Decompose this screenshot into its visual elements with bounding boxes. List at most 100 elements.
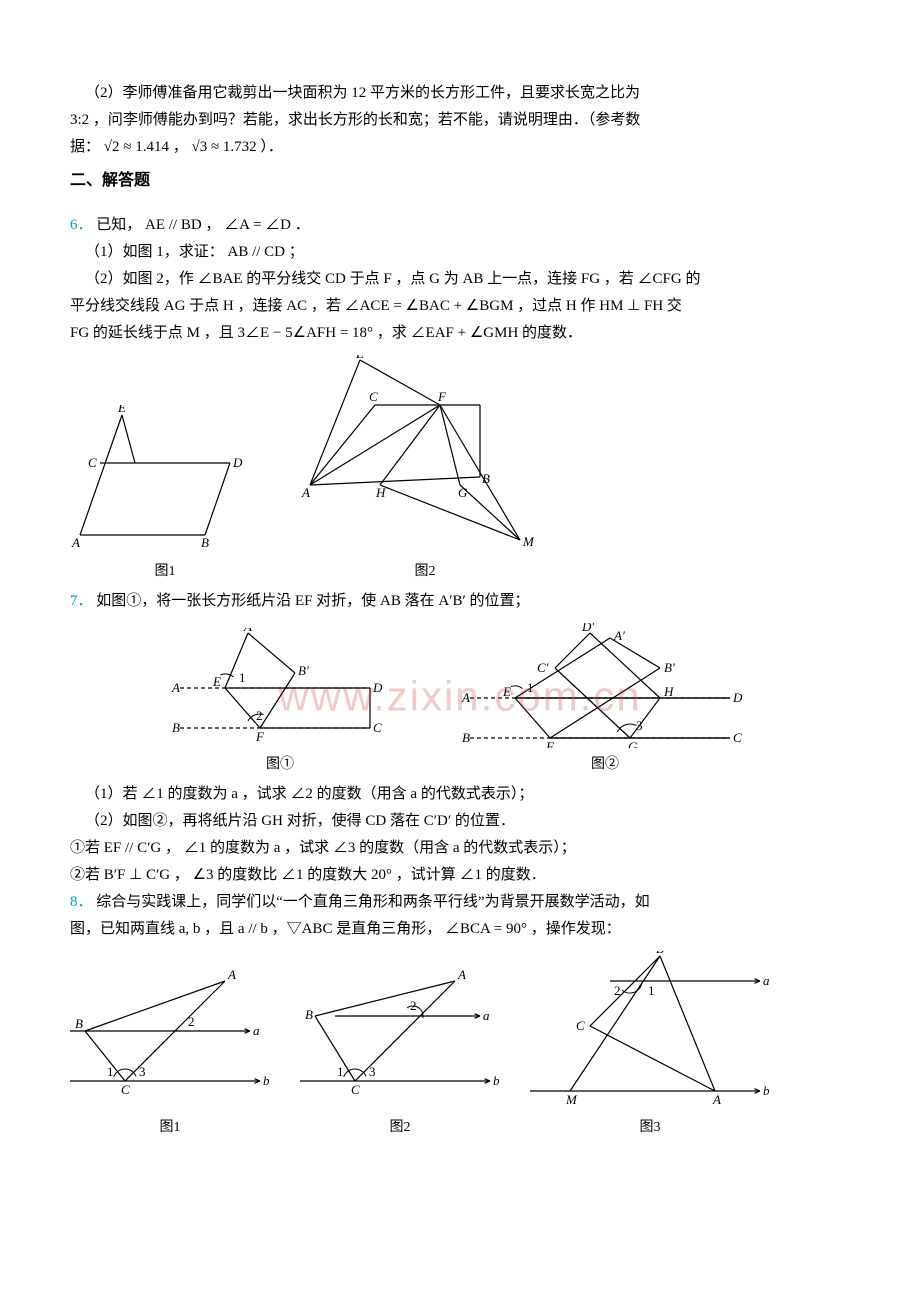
svg-text:B: B (172, 720, 180, 735)
q6-p2: （2）如图 2，作 ∠BAE 的平分线交 CD 于点 F ，点 G 为 AB 上… (70, 266, 850, 293)
q7-fig2-svg: ADBCEFHGA′B′D′C′13 (460, 623, 750, 748)
q6-fig1-svg: A B C D E (70, 405, 260, 555)
q8-head: 综合与实践课上，同学们以“一个直角三角形和两条平行线”为背景开展数学活动，如 (96, 894, 649, 910)
q7-line1: 7． 如图①，将一张长方形纸片沿 EF 对折，使 AB 落在 A′B′ 的位置； (70, 588, 850, 615)
svg-text:2: 2 (188, 1014, 195, 1029)
svg-text:2: 2 (614, 983, 621, 998)
svg-text:A: A (461, 690, 470, 705)
svg-text:1: 1 (648, 983, 655, 998)
section-2-title: 二、解答题 (70, 167, 850, 196)
q7-fig1-label: 图① (266, 752, 294, 777)
svg-text:H: H (375, 485, 386, 500)
q8-fig3-col: B C A Ma b 2 1 图3 (530, 951, 770, 1140)
svg-text:E: E (212, 674, 221, 689)
svg-text:M: M (522, 534, 535, 549)
svg-text:B′: B′ (298, 663, 309, 678)
q7-fig1-col: A D B C E F A′ B′ 1 2 图① (170, 628, 390, 777)
q7-p1: （1）若 ∠1 的度数为 a ，试求 ∠2 的度数（用含 a 的代数式表示）； (70, 781, 850, 808)
svg-text:B: B (305, 1007, 313, 1022)
intro-p1: （2）李师傅准备用它裁剪出一块面积为 12 平方米的长方形工件，且要求长宽之比为 (70, 80, 850, 107)
q7-figure-row: www.zixin.com.cn ADBCEFA′B′12 图① ADBCEFH… (70, 623, 850, 777)
svg-text:3: 3 (139, 1064, 146, 1079)
q6-p1: （1）如图 1，求证： AB // CD ； (70, 239, 850, 266)
svg-text:1: 1 (337, 1064, 344, 1079)
q6-figure-row: ABCDE 图1 AHGBCFEM 图2 (70, 355, 850, 584)
svg-text:3: 3 (369, 1064, 376, 1079)
intro-p2b: 据： √2 ≈ 1.414 ， √3 ≈ 1.732 ）． (70, 134, 850, 161)
svg-text:G: G (628, 739, 638, 748)
svg-text:G: G (458, 485, 468, 500)
svg-text:C: C (733, 730, 742, 745)
q6-fig1-col: A B C D E 图1 (70, 405, 260, 584)
svg-text:B: B (482, 471, 490, 486)
q8-figure-row: A B Ca b 2 1 3 图1 A B Ca b 2 1 3 图2 B C A Ma b 2 1 图3 (70, 951, 850, 1140)
svg-text:C′: C′ (537, 660, 549, 675)
svg-text:C: C (369, 389, 378, 404)
svg-text:b: b (763, 1083, 770, 1098)
svg-text:D: D (232, 455, 243, 470)
svg-text:C: C (576, 1018, 585, 1033)
svg-text:E: E (117, 405, 126, 415)
q7-number: 7． (70, 593, 93, 609)
q6-number: 6． (70, 217, 93, 233)
svg-text:B: B (75, 1016, 83, 1031)
svg-text:D′: D′ (581, 623, 594, 634)
svg-text:A: A (171, 680, 180, 695)
q7-head: 如图①，将一张长方形纸片沿 EF 对折，使 AB 落在 A′B′ 的位置； (96, 593, 529, 609)
svg-text:E: E (355, 355, 364, 361)
svg-text:C: C (121, 1082, 130, 1097)
svg-text:B: B (462, 730, 470, 745)
q8-fig1-svg: ABCab213 (70, 961, 270, 1111)
q6-fig2-label: 图2 (415, 559, 436, 584)
svg-text:1: 1 (527, 680, 534, 695)
q8-fig2-col: ABCab213 图2 (300, 961, 500, 1140)
q6-head: 已知， AE // BD ， ∠A = ∠D ． (96, 217, 309, 233)
svg-text:3: 3 (636, 718, 643, 733)
svg-text:b: b (263, 1073, 270, 1088)
q8-fig2-svg: ABCab213 (300, 961, 500, 1111)
svg-text:B: B (656, 951, 664, 956)
svg-text:2: 2 (256, 708, 263, 723)
q6-fig2-col: AHGBCFEM 图2 (300, 355, 550, 584)
q8-fig3-label: 图3 (640, 1115, 661, 1140)
svg-text:C: C (373, 720, 382, 735)
q8-fig1-col: ABCab213 图1 (70, 961, 270, 1140)
svg-text:A: A (227, 967, 236, 982)
svg-text:A′: A′ (613, 628, 625, 643)
svg-text:a: a (763, 973, 770, 988)
q8-number: 8． (70, 894, 93, 910)
svg-text:A: A (71, 535, 80, 550)
svg-text:A: A (712, 1092, 721, 1107)
svg-text:b: b (493, 1073, 500, 1088)
svg-text:M: M (565, 1092, 578, 1107)
q8-line1: 8． 综合与实践课上，同学们以“一个直角三角形和两条平行线”为背景开展数学活动，… (70, 889, 850, 916)
q7-p3: ①若 EF // C′G ， ∠1 的度数为 a ，试求 ∠3 的度数（用含 a… (70, 835, 850, 862)
q7-fig2-label: 图② (591, 752, 619, 777)
q8-fig1-label: 图1 (160, 1115, 181, 1140)
q6-fig2-svg: AHGBCFEM (300, 355, 550, 555)
q8-p2: 图，已知两直线 a, b ，且 a // b ，▽ABC 是直角三角形， ∠BC… (70, 916, 850, 943)
q8-fig3-svg: B C A Ma b 2 1 (530, 951, 770, 1111)
q7-p4: ②若 B′F ⊥ C′G ， ∠3 的度数比 ∠1 的度数大 20° ，试计算 … (70, 862, 850, 889)
q6-fig1-label: 图1 (155, 559, 176, 584)
q7-fig1-svg: A D B C E F A′ B′ 1 2 (170, 628, 390, 748)
q6-p3: 平分线交线段 AG 于点 H ，连接 AC ，若 ∠ACE = ∠BAC + ∠… (70, 293, 850, 320)
svg-text:B′: B′ (664, 660, 675, 675)
svg-text:E: E (502, 684, 511, 699)
q7-fig2-col: ADBCEFHGA′B′D′C′13 图② (460, 623, 750, 777)
svg-text:D: D (732, 690, 743, 705)
svg-text:A′: A′ (243, 628, 255, 634)
svg-text:1: 1 (239, 670, 246, 685)
svg-text:D: D (372, 680, 383, 695)
svg-text:a: a (483, 1008, 490, 1023)
svg-text:A: A (457, 967, 466, 982)
q8-fig2-label: 图2 (390, 1115, 411, 1140)
svg-text:F: F (437, 389, 447, 404)
svg-text:B: B (201, 535, 209, 550)
svg-text:C: C (88, 455, 97, 470)
svg-text:2: 2 (410, 998, 417, 1013)
intro-p2a: 3:2 ，问李师傅能办到吗？若能，求出长方形的长和宽；若不能，请说明理由．（参考… (70, 107, 850, 134)
svg-text:a: a (253, 1023, 260, 1038)
svg-text:F: F (545, 739, 555, 748)
svg-text:F: F (255, 729, 265, 744)
